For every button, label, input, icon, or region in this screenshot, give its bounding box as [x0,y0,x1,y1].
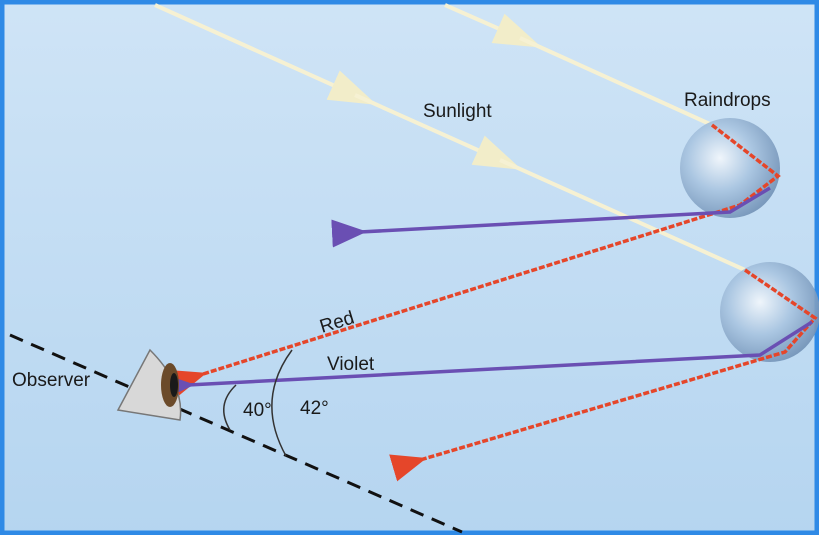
label: Raindrops [684,90,771,111]
page: Sunlight Raindrops Red Violet Observer 4… [0,0,819,535]
pupil [170,373,178,397]
rainbow-diagram: Sunlight Raindrops Red Violet Observer 4… [0,0,819,535]
label: Observer [12,370,91,391]
label: Sunlight [423,101,492,122]
label: Violet [327,354,375,375]
label: 40° [243,400,272,421]
label: 42° [300,398,329,419]
background [0,0,819,535]
